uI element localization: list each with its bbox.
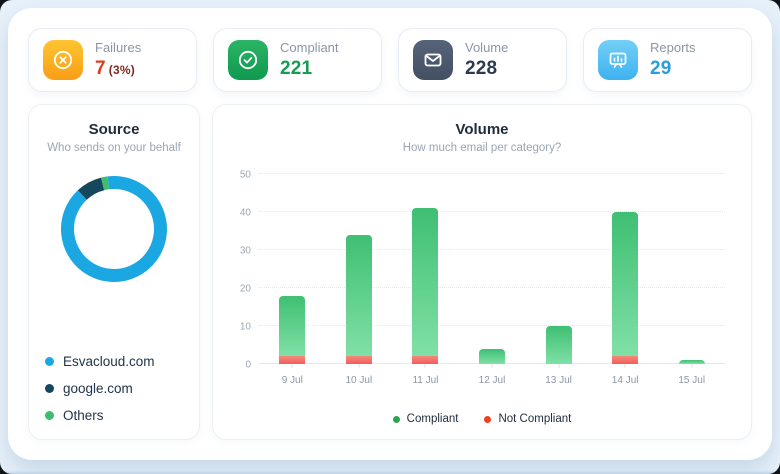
x-axis-label: 13 Jul bbox=[545, 375, 572, 386]
bar-chart-plot: 0 10 20 30 40 50 9 Jul 10 Jul 11 Jul 12 Jul 13 Jul… bbox=[240, 169, 725, 386]
y-axis-tick-label: 20 bbox=[239, 283, 251, 294]
stat-card-volume: Volume 228 bbox=[398, 28, 567, 92]
bar-segment-compliant bbox=[612, 212, 639, 357]
legend-dot bbox=[45, 411, 54, 420]
stat-label: Failures bbox=[95, 39, 142, 55]
circle-x-icon bbox=[43, 40, 83, 80]
bar-10-jul bbox=[345, 234, 372, 364]
bar-segment-compliant bbox=[345, 234, 372, 357]
bar-segment-compliant bbox=[479, 348, 505, 364]
check-circle-icon bbox=[228, 40, 268, 80]
legend-item-compliant[interactable]: Compliant bbox=[392, 413, 459, 425]
x-axis-tick bbox=[624, 364, 626, 368]
legend-label: Not Compliant bbox=[498, 413, 572, 425]
dashboard-panel: Failures 7 (3%) Compliant 221 bbox=[8, 8, 772, 460]
bar-chart-legend: Compliant Not Compliant bbox=[213, 413, 751, 425]
stat-label: Volume bbox=[465, 39, 509, 55]
x-axis-label: 12 Jul bbox=[478, 375, 506, 386]
stat-label: Reports bbox=[650, 39, 696, 55]
bar-segment-compliant bbox=[412, 208, 439, 357]
x-axis-label: 14 Jul bbox=[611, 375, 639, 386]
y-axis-tick-label: 40 bbox=[239, 207, 251, 218]
x-axis-tick bbox=[558, 364, 560, 368]
stat-value: 7 (3%) bbox=[95, 57, 135, 79]
volume-chart-card: Volume How much email per category? 0 10 2… bbox=[212, 104, 752, 440]
legend-item-esvacloud[interactable]: Esvacloud.com bbox=[45, 354, 155, 369]
bar-12-jul bbox=[479, 348, 505, 364]
bar-14-jul bbox=[612, 212, 639, 364]
bar-segment-compliant bbox=[279, 295, 306, 357]
gridline bbox=[259, 249, 725, 250]
bar-segment-not-compliant bbox=[345, 356, 372, 364]
legend-label: Esvacloud.com bbox=[63, 354, 155, 369]
gridline bbox=[259, 173, 725, 174]
legend-dot bbox=[484, 415, 492, 423]
legend-item-others[interactable]: Others bbox=[45, 408, 155, 423]
x-axis-label: 11 Jul bbox=[412, 375, 439, 386]
envelope-icon bbox=[413, 40, 453, 80]
stat-value: 221 bbox=[280, 57, 313, 79]
y-axis-tick-label: 30 bbox=[239, 245, 251, 256]
x-axis-tick bbox=[491, 364, 493, 368]
stat-label: Compliant bbox=[280, 39, 339, 55]
legend-label: Compliant bbox=[406, 413, 459, 425]
source-donut-chart bbox=[61, 176, 167, 282]
x-axis-label: 15 Jul bbox=[678, 375, 706, 386]
y-axis-tick-label: 50 bbox=[239, 169, 251, 180]
stat-suffix: (3%) bbox=[108, 62, 135, 77]
x-axis-label: 10 Jul bbox=[345, 375, 373, 386]
bar-11-jul bbox=[412, 208, 439, 364]
bar-segment-not-compliant bbox=[412, 356, 439, 364]
bar-15-jul bbox=[678, 360, 705, 364]
x-axis-tick bbox=[291, 364, 293, 368]
source-title: Source bbox=[88, 121, 140, 138]
legend-dot bbox=[45, 357, 54, 366]
stat-card-reports: Reports 29 bbox=[583, 28, 752, 92]
bar-segment-not-compliant bbox=[279, 356, 306, 364]
legend-dot bbox=[45, 384, 54, 393]
gridline bbox=[259, 211, 725, 212]
volume-title: Volume bbox=[455, 121, 509, 138]
volume-subtitle: How much email per category? bbox=[402, 142, 562, 154]
bar-segment-compliant bbox=[545, 326, 572, 364]
stat-value: 228 bbox=[465, 57, 498, 79]
gridline bbox=[259, 287, 725, 288]
source-legend: Esvacloud.com google.com Others bbox=[45, 342, 155, 423]
legend-item-not-compliant[interactable]: Not Compliant bbox=[484, 413, 571, 425]
source-card: Source Who sends on your behalf Esvaclou… bbox=[28, 104, 200, 440]
y-axis-tick-label: 0 bbox=[245, 359, 251, 370]
x-axis-tick bbox=[691, 364, 693, 368]
legend-item-google[interactable]: google.com bbox=[45, 381, 155, 396]
stat-value: 29 bbox=[650, 57, 672, 79]
x-axis-tick bbox=[424, 364, 426, 368]
bar-segment-compliant bbox=[678, 360, 705, 364]
source-subtitle: Who sends on your behalf bbox=[47, 142, 181, 154]
x-axis-label: 9 Jul bbox=[281, 375, 303, 386]
bar-segment-not-compliant bbox=[612, 356, 639, 364]
bar-9-jul bbox=[279, 295, 306, 364]
legend-label: google.com bbox=[63, 381, 133, 396]
stat-card-failures: Failures 7 (3%) bbox=[28, 28, 197, 92]
stats-row: Failures 7 (3%) Compliant 221 bbox=[28, 28, 752, 92]
gridline bbox=[259, 325, 725, 326]
y-axis-tick-label: 10 bbox=[239, 321, 251, 332]
bar-13-jul bbox=[545, 326, 572, 364]
x-axis-tick bbox=[358, 364, 360, 368]
legend-label: Others bbox=[63, 408, 104, 423]
stat-card-compliant: Compliant 221 bbox=[213, 28, 382, 92]
legend-dot bbox=[392, 415, 400, 423]
presentation-chart-icon bbox=[598, 40, 638, 80]
